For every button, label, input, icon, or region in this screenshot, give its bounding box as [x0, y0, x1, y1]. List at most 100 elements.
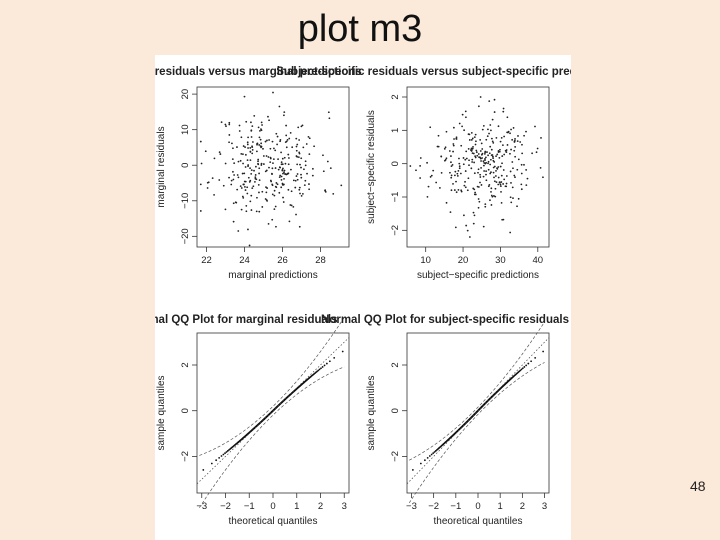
x-axis-label: theoretical quantiles [434, 516, 523, 527]
scatter-point [491, 140, 494, 143]
scatter-point [500, 201, 503, 204]
qq-point [210, 462, 213, 465]
scatter-point [296, 143, 299, 146]
scatter-point [273, 189, 276, 192]
y-tick-label: −2 [390, 451, 401, 462]
scatter-point [292, 205, 295, 208]
scatter-point [435, 181, 438, 184]
scatter-point [517, 135, 519, 137]
qq-point [225, 451, 228, 453]
scatter-point [290, 204, 293, 207]
scatter-point [238, 124, 241, 127]
scatter-point [473, 214, 476, 217]
scatter-point [490, 191, 492, 193]
scatter-point [295, 213, 297, 216]
panel-title: Normal QQ Plot for marginal residuals [155, 314, 337, 326]
qq-point [222, 453, 225, 456]
scatter-point [260, 162, 263, 165]
scatter-point [271, 172, 273, 175]
scatter-point [253, 114, 256, 117]
scatter-point [461, 125, 463, 128]
scatter-point [464, 170, 467, 172]
scatter-point [300, 166, 302, 169]
scatter-point [458, 165, 461, 168]
scatter-point [246, 159, 249, 162]
y-tick-label: −1 [390, 192, 401, 203]
scatter-point [258, 179, 261, 182]
scatter-point [471, 137, 474, 140]
scatter-point [265, 155, 268, 157]
scatter-point [463, 129, 466, 132]
scatter-point [464, 180, 466, 183]
scatter-point [458, 122, 461, 125]
scatter-point [514, 138, 516, 140]
scatter-point [280, 151, 282, 154]
qq-point [430, 453, 433, 456]
scatter-point [474, 191, 477, 194]
figure-panel: Marginal residuals versus marginal predi… [155, 55, 571, 540]
scatter-point [493, 161, 496, 163]
scatter-point [290, 190, 293, 193]
scatter-point [497, 125, 500, 128]
scatter-point [452, 144, 455, 147]
scatter-point [488, 100, 491, 103]
scatter-point [525, 130, 527, 133]
scatter-point [495, 155, 497, 158]
y-axis-label: subject−specific residuals [366, 110, 377, 224]
scatter-point [300, 157, 303, 160]
y-tick-label: 0 [390, 161, 401, 166]
scatter-point [247, 165, 249, 168]
scatter-point [247, 147, 249, 149]
scatter-point [237, 230, 240, 232]
scatter-point [450, 165, 453, 168]
scatter-point [498, 181, 501, 184]
scatter-point [432, 169, 435, 172]
scatter-point [294, 179, 297, 182]
scatter-point [509, 196, 512, 199]
scatter-point [277, 168, 280, 171]
scatter-point [485, 138, 488, 141]
scatter-point [426, 195, 429, 198]
scatter-point [493, 98, 496, 101]
scatter-point [495, 181, 498, 184]
scatter-point [245, 204, 248, 207]
scatter-point [251, 146, 254, 149]
scatter-point [329, 167, 332, 169]
scatter-point [237, 176, 240, 179]
scatter-point [213, 157, 216, 160]
scatter-point [282, 167, 284, 170]
scatter-point [445, 157, 448, 160]
scatter-point [479, 181, 481, 184]
scatter-point [232, 220, 235, 223]
scatter-point [255, 150, 258, 153]
scatter-point [523, 163, 525, 166]
scatter-point [496, 167, 498, 170]
scatter-point [517, 197, 520, 200]
scatter-point [300, 176, 303, 179]
scatter-point [445, 201, 448, 204]
scatter-point [249, 167, 251, 170]
qq-point [323, 364, 326, 367]
qq-point [426, 456, 429, 459]
scatter-point [455, 136, 458, 139]
scatter-point [501, 155, 504, 157]
scatter-point [307, 135, 310, 138]
scatter-point [526, 177, 529, 180]
scatter-point [468, 236, 471, 238]
x-tick-label: 40 [533, 255, 544, 266]
scatter-point [268, 166, 270, 169]
scatter-point [288, 157, 290, 159]
scatter-point [448, 150, 451, 152]
scatter-point [282, 172, 284, 175]
scatter-point [283, 171, 285, 174]
scatter-point [269, 157, 272, 160]
scatter-point [495, 136, 498, 139]
scatter-point [244, 166, 247, 168]
qq-point [534, 357, 537, 359]
scatter-point [240, 208, 243, 211]
scatter-point [213, 193, 215, 196]
x-tick-label: 10 [420, 255, 431, 266]
scatter-point [224, 162, 227, 165]
scatter-point [269, 147, 272, 150]
scatter-point [249, 147, 252, 149]
